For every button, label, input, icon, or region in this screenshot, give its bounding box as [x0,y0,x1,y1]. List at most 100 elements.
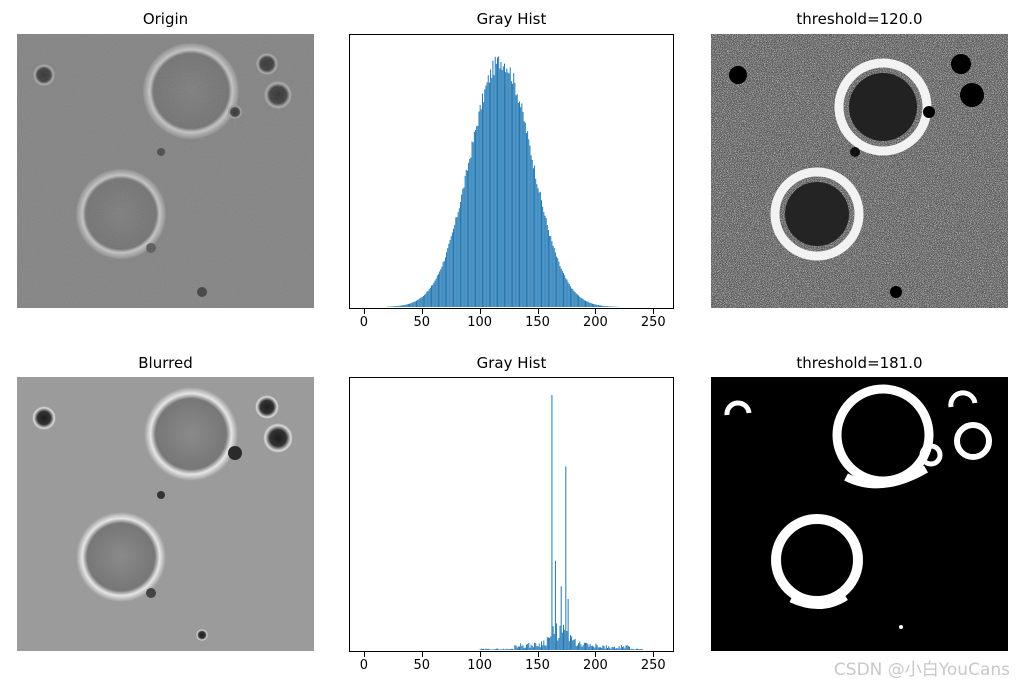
histogram-bar [456,217,458,307]
histogram-bar [611,646,613,650]
histogram-bar [541,200,543,307]
histogram-bar [579,641,581,650]
histogram-bar [425,293,427,307]
histogram-bar [512,83,514,307]
histogram-bar [487,648,489,650]
histogram-bar [485,648,487,650]
histogram-bar [553,633,555,650]
histogram-bar [468,162,470,307]
histogram-bar [494,649,496,650]
histogram-bar [629,646,630,650]
histogram-bar [607,306,608,307]
histogram-bar [488,82,490,307]
histogram-bar [462,188,464,307]
histogram-bar [594,304,596,307]
histogram-bar [564,629,566,650]
histogram-bar [607,647,608,650]
histogram-bar [529,647,531,650]
histogram-bar [409,303,411,307]
histogram-bar [407,303,409,307]
histogram-bar [559,266,561,307]
histogram-bar [638,648,640,650]
histogram-bar [487,75,489,307]
x-tick-label: 100 [467,658,493,673]
histogram-bar [550,236,552,307]
x-tick-label: 250 [640,315,666,330]
x-tick-label: 0 [359,315,369,330]
histogram-bar [458,208,460,307]
histogram-bar [597,304,599,307]
histogram-bar [567,282,569,307]
histogram-2-plot [349,377,674,652]
histogram-bar [603,645,605,650]
histogram-bar [626,645,628,650]
histogram-bar [595,643,597,650]
histogram-bar [587,643,589,650]
histogram-bar [551,241,553,307]
histogram-bar [623,646,625,650]
x-tick-label: 0 [359,658,369,673]
histogram-bar [506,648,508,650]
threshold-181-image [711,377,1008,651]
histogram-bar [498,649,500,650]
histogram-bar [552,245,554,307]
histogram-bar [624,648,626,650]
histogram-bar [519,646,521,650]
histogram-bar [542,645,544,650]
histogram-bar [523,121,525,307]
histogram-bar [559,625,561,650]
histogram-bar [475,129,477,307]
histogram-bar [431,285,433,307]
histogram-bar [493,649,495,650]
histogram-bar [605,645,607,650]
histogram-bar [420,297,422,307]
histogram-bar [472,142,474,307]
histogram-bar [527,131,529,307]
histogram-bar [508,73,510,307]
histogram-bar [549,637,551,650]
x-tick [653,652,655,657]
histogram-bar [547,637,549,650]
histogram-bar [508,649,510,650]
histogram-bar [539,191,541,307]
histogram-bar [575,293,577,307]
histogram-bar [583,642,585,650]
histogram-bar [536,184,538,307]
histogram-bar [538,643,540,650]
histogram-bar [495,648,497,650]
histogram-bar [574,638,576,650]
histogram-bar [396,306,398,307]
histogram-bar [554,560,556,650]
histogram-bar [451,232,453,307]
histogram-bar [494,56,496,307]
histogram-bar [602,645,604,650]
histogram-bar [553,247,555,307]
histogram-bar [415,300,417,307]
histogram-bar [510,648,512,650]
histogram-bar [547,230,549,307]
histogram-bar [444,257,446,307]
histogram-bar [575,646,577,650]
panel-title-gray-hist-1: Gray Hist [476,10,547,28]
histogram-bar [633,649,635,650]
histogram-bar [597,647,599,650]
x-tick [479,309,481,314]
histogram-bar [620,645,622,650]
histogram-bar [516,647,518,650]
histogram-2-svg [479,395,643,650]
histogram-bar [422,295,424,307]
x-tick-label: 50 [413,315,431,330]
histogram-bar [509,649,511,650]
histogram-bar [454,224,456,307]
histogram-bar [440,269,442,307]
histogram-bar [532,647,534,650]
histogram-bar [627,645,629,650]
histogram-bar [483,102,485,308]
histogram-bar [497,57,499,308]
x-tick [363,652,365,657]
histogram-bar [596,304,598,307]
histogram-bar [510,81,512,308]
histogram-bar [587,301,589,307]
histogram-bar [522,645,524,650]
histogram-bar [586,642,588,650]
